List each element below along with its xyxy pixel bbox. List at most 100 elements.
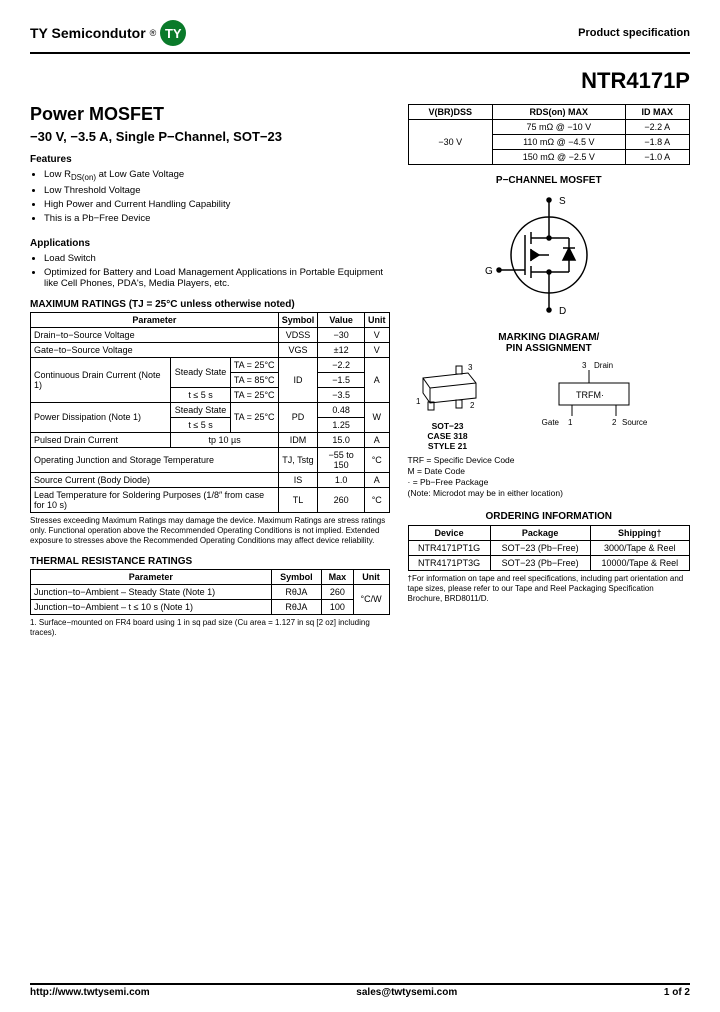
table-header: Unit bbox=[364, 312, 389, 327]
table-cell: 260 bbox=[318, 487, 365, 512]
footer-url: http://www.twtysemi.com bbox=[30, 987, 150, 998]
table-cell: °C/W bbox=[353, 584, 389, 614]
table-cell: 3000/Tape & Reel bbox=[590, 541, 689, 556]
thermal-footnote: 1. Surface−mounted on FR4 board using 1 … bbox=[30, 618, 390, 638]
table-cell: A bbox=[364, 472, 389, 487]
table-cell: SOT−23 (Pb−Free) bbox=[490, 556, 590, 571]
footer-email: sales@twtysemi.com bbox=[356, 987, 457, 998]
subtitle: −30 V, −3.5 A, Single P−Channel, SOT−23 bbox=[30, 129, 390, 144]
table-header: Max bbox=[322, 569, 353, 584]
page-title: Power MOSFET bbox=[30, 104, 390, 125]
svg-text:1: 1 bbox=[416, 397, 421, 406]
applications-list: Load Switch Optimized for Battery and Lo… bbox=[44, 253, 390, 289]
table-cell: tp 10 µs bbox=[171, 432, 278, 447]
table-cell: Junction−to−Ambient – Steady State (Note… bbox=[31, 584, 272, 599]
quick-spec-table: V(BR)DSS RDS(on) MAX ID MAX −30 V 75 mΩ … bbox=[408, 104, 690, 165]
pin-assignment: 3Drain 1Gate 2Source TRFM· bbox=[498, 358, 690, 431]
brand-name: TY Semicondutor bbox=[30, 25, 146, 41]
table-cell: Steady State bbox=[171, 357, 230, 387]
table-cell: ±12 bbox=[318, 342, 365, 357]
thermal-heading: THERMAL RESISTANCE RATINGS bbox=[30, 556, 390, 567]
svg-text:1: 1 bbox=[568, 418, 573, 427]
application-item: Optimized for Battery and Load Managemen… bbox=[44, 267, 390, 289]
table-cell: t ≤ 5 s bbox=[171, 387, 230, 402]
table-cell: −3.5 bbox=[318, 387, 365, 402]
table-cell: 75 mΩ @ −10 V bbox=[493, 120, 625, 135]
legend-line: TRF = Specific Device Code bbox=[408, 455, 690, 466]
table-cell: Junction−to−Ambient – t ≤ 10 s (Note 1) bbox=[31, 599, 272, 614]
table-cell: V bbox=[364, 327, 389, 342]
legend-line: (Note: Microdot may be in either locatio… bbox=[408, 488, 690, 499]
table-cell: 15.0 bbox=[318, 432, 365, 447]
table-cell: −55 to 150 bbox=[318, 447, 365, 472]
table-header: ID MAX bbox=[625, 105, 689, 120]
table-cell: −2.2 A bbox=[625, 120, 689, 135]
table-cell: 260 bbox=[322, 584, 353, 599]
brand: TY Semicondutor ® TY bbox=[30, 20, 186, 46]
table-cell: 1.0 bbox=[318, 472, 365, 487]
features-heading: Features bbox=[30, 154, 390, 165]
table-header: Shipping† bbox=[590, 526, 689, 541]
table-cell: TL bbox=[278, 487, 318, 512]
table-cell: −1.5 bbox=[318, 372, 365, 387]
application-item: Load Switch bbox=[44, 253, 390, 264]
spec-label: Product specification bbox=[578, 27, 690, 39]
table-cell: 150 mΩ @ −2.5 V bbox=[493, 150, 625, 165]
table-cell: −1.8 A bbox=[625, 135, 689, 150]
table-cell: TJ, Tstg bbox=[278, 447, 318, 472]
svg-text:3: 3 bbox=[582, 361, 587, 370]
table-header: RDS(on) MAX bbox=[493, 105, 625, 120]
svg-text:S: S bbox=[559, 196, 566, 207]
max-ratings-table: Parameter Symbol Value Unit Drain−to−Sou… bbox=[30, 312, 390, 513]
table-cell: TA = 85°C bbox=[230, 372, 278, 387]
table-header: Unit bbox=[353, 569, 389, 584]
table-cell: Continuous Drain Current (Note 1) bbox=[31, 357, 171, 402]
table-cell: PD bbox=[278, 402, 318, 432]
pin-assignment-icon: 3Drain 1Gate 2Source TRFM· bbox=[534, 358, 654, 428]
features-list: Low RDS(on) at Low Gate Voltage Low Thre… bbox=[44, 169, 390, 224]
marking-legend: TRF = Specific Device Code M = Date Code… bbox=[408, 455, 690, 499]
max-ratings-heading: MAXIMUM RATINGS (TJ = 25°C unless otherw… bbox=[30, 299, 390, 310]
table-cell: VGS bbox=[278, 342, 318, 357]
svg-text:3: 3 bbox=[468, 363, 473, 372]
table-cell: TA = 25°C bbox=[230, 357, 278, 372]
page-header: TY Semicondutor ® TY Product specificati… bbox=[30, 20, 690, 46]
table-cell: NTR4171PT1G bbox=[408, 541, 490, 556]
table-cell: °C bbox=[364, 447, 389, 472]
table-cell: Pulsed Drain Current bbox=[31, 432, 171, 447]
svg-text:2: 2 bbox=[470, 401, 475, 410]
sot23-package-icon: 1 2 3 bbox=[408, 358, 488, 418]
table-cell: SOT−23 (Pb−Free) bbox=[490, 541, 590, 556]
table-cell: RθJA bbox=[271, 584, 322, 599]
table-cell: −30 V bbox=[408, 120, 493, 165]
table-cell: TA = 25°C bbox=[230, 387, 278, 402]
table-cell: Operating Junction and Storage Temperatu… bbox=[31, 447, 279, 472]
table-cell: °C bbox=[364, 487, 389, 512]
thermal-table: Parameter Symbol Max Unit Junction−to−Am… bbox=[30, 569, 390, 615]
svg-text:G: G bbox=[485, 266, 493, 277]
footer-rule bbox=[30, 983, 690, 985]
table-cell: 1.25 bbox=[318, 417, 365, 432]
brand-logo: TY bbox=[160, 20, 186, 46]
ordering-table: Device Package Shipping† NTR4171PT1G SOT… bbox=[408, 525, 690, 571]
table-cell: Drain−to−Source Voltage bbox=[31, 327, 279, 342]
table-cell: RθJA bbox=[271, 599, 322, 614]
table-header: Parameter bbox=[31, 312, 279, 327]
table-cell: −1.0 A bbox=[625, 150, 689, 165]
table-cell: 10000/Tape & Reel bbox=[590, 556, 689, 571]
feature-item: High Power and Current Handling Capabili… bbox=[44, 199, 390, 210]
table-cell: 0.48 bbox=[318, 402, 365, 417]
registered-icon: ® bbox=[150, 28, 157, 38]
table-cell: NTR4171PT3G bbox=[408, 556, 490, 571]
max-ratings-note: Stresses exceeding Maximum Ratings may d… bbox=[30, 516, 390, 546]
svg-text:2: 2 bbox=[612, 418, 617, 427]
svg-text:Source: Source bbox=[622, 418, 648, 427]
table-cell: −30 bbox=[318, 327, 365, 342]
table-header: Device bbox=[408, 526, 490, 541]
package-caption: SOT−23CASE 318STYLE 21 bbox=[408, 421, 488, 451]
table-cell: Steady State bbox=[171, 402, 230, 417]
table-cell: TA = 25°C bbox=[230, 402, 278, 432]
table-cell: W bbox=[364, 402, 389, 432]
mosfet-label: P−CHANNEL MOSFET bbox=[408, 175, 690, 186]
feature-item: Low Threshold Voltage bbox=[44, 185, 390, 196]
